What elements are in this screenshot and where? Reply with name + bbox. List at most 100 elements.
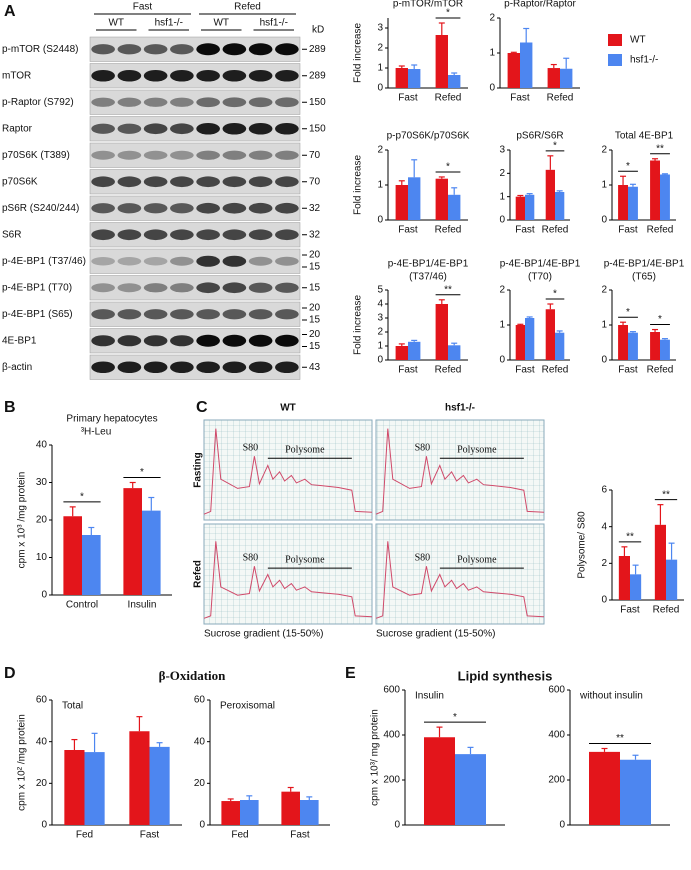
region-label: Polysome bbox=[457, 554, 497, 565]
bar bbox=[547, 68, 560, 88]
chart-title: p-mTOR/mTOR bbox=[393, 0, 463, 10]
y-tick-label: 0 bbox=[489, 83, 495, 94]
blot-band bbox=[248, 97, 273, 108]
panel-label: E bbox=[345, 665, 356, 682]
blot-band bbox=[143, 44, 168, 55]
bar bbox=[84, 752, 105, 825]
kd-label: 15 bbox=[309, 282, 321, 293]
blot-band bbox=[248, 122, 273, 135]
error-bar bbox=[438, 176, 445, 179]
blot-band bbox=[196, 150, 220, 160]
blot-row-label: p-4E-BP1 (T70) bbox=[2, 282, 72, 293]
blot-band bbox=[170, 335, 194, 347]
bar bbox=[618, 325, 628, 360]
blot-band bbox=[275, 176, 299, 188]
bar bbox=[142, 510, 161, 595]
bar bbox=[520, 42, 533, 88]
x-tick-label: Fast bbox=[398, 225, 418, 236]
significance-label: ** bbox=[444, 284, 452, 295]
y-tick-label: 0 bbox=[499, 215, 505, 226]
blot-band bbox=[117, 69, 142, 82]
blot-band bbox=[196, 229, 220, 241]
y-tick-label: 1 bbox=[601, 180, 607, 191]
blot-band bbox=[196, 202, 220, 214]
chart-subtitle: (T70) bbox=[528, 272, 552, 283]
blot-band bbox=[91, 44, 115, 55]
bar bbox=[545, 309, 555, 360]
blot-band bbox=[170, 44, 194, 55]
bar bbox=[515, 325, 525, 360]
blot-band bbox=[143, 176, 168, 188]
bar bbox=[660, 174, 670, 220]
panel-label: D bbox=[4, 665, 16, 682]
blot-band bbox=[222, 43, 247, 56]
genotype-header: hsf1-/- bbox=[445, 403, 475, 414]
blot-band bbox=[91, 203, 115, 214]
chart-title: Primary hepatocytes bbox=[66, 414, 157, 425]
bar bbox=[408, 69, 421, 88]
blot-band bbox=[196, 43, 220, 56]
blot-band bbox=[91, 123, 115, 134]
kd-label: 20 bbox=[309, 250, 321, 261]
y-tick-label: 10 bbox=[36, 552, 48, 563]
y-tick-label: 400 bbox=[548, 730, 565, 741]
blot-band bbox=[248, 229, 273, 241]
error-bar bbox=[88, 526, 95, 535]
y-axis-label: cpm x 10² /mg protein bbox=[17, 714, 28, 811]
blot-band bbox=[117, 229, 142, 241]
significance-label: ** bbox=[656, 143, 664, 154]
profile-trace bbox=[203, 428, 373, 515]
chart-subtitle: (T37/46) bbox=[409, 272, 447, 283]
x-tick-label: Fast bbox=[510, 93, 530, 104]
chart-title: p-4E-BP1/4E-BP1 bbox=[388, 259, 469, 270]
blot-band bbox=[275, 122, 299, 135]
blot-band bbox=[196, 69, 220, 82]
blot-band bbox=[196, 282, 220, 294]
bar bbox=[82, 535, 101, 595]
blot-band bbox=[196, 361, 220, 374]
blot-row-label: Raptor bbox=[2, 123, 33, 134]
error-bar bbox=[632, 754, 639, 760]
blot-band bbox=[143, 257, 168, 266]
bar bbox=[666, 559, 678, 600]
error-bar bbox=[547, 155, 554, 170]
error-bar bbox=[547, 303, 554, 310]
chart-title: p-4E-BP1/4E-BP1 bbox=[500, 259, 581, 270]
bar bbox=[455, 754, 486, 825]
error-bar bbox=[661, 173, 668, 175]
bar bbox=[435, 304, 448, 360]
bar bbox=[560, 68, 573, 88]
blot-band bbox=[222, 69, 247, 82]
blot-band bbox=[170, 256, 194, 266]
chart-title: p-Raptor/Raptor bbox=[504, 0, 576, 10]
bar bbox=[628, 332, 638, 360]
blot-strip bbox=[89, 248, 301, 274]
blot-band bbox=[170, 69, 194, 82]
y-tick-label: 0 bbox=[41, 590, 47, 601]
bar bbox=[63, 516, 82, 595]
y-axis-label: Fold increase bbox=[353, 23, 364, 83]
blot-band bbox=[143, 309, 168, 320]
blot-band bbox=[170, 309, 194, 320]
x-tick-label: Insulin bbox=[128, 600, 157, 611]
region-label: Polysome bbox=[285, 554, 325, 565]
kd-label: 15 bbox=[309, 262, 321, 273]
y-tick-label: 0 bbox=[199, 820, 205, 831]
y-tick-label: 60 bbox=[194, 695, 206, 706]
blot-row-label: 4E-BP1 bbox=[2, 335, 37, 346]
blot-row-label: p-4E-BP1 (S65) bbox=[2, 309, 73, 320]
x-tick-label: Refed bbox=[542, 225, 569, 236]
kd-label: 150 bbox=[309, 123, 326, 134]
genotype-header: WT bbox=[280, 403, 296, 414]
error-bar bbox=[398, 180, 405, 185]
significance-label: * bbox=[553, 289, 557, 300]
condition-label: Fasting bbox=[193, 452, 204, 488]
chart-title: p-4E-BP1/4E-BP1 bbox=[604, 259, 685, 270]
kd-label: 32 bbox=[309, 229, 321, 240]
blot-band bbox=[222, 97, 247, 108]
significance-label: ** bbox=[626, 531, 634, 542]
error-bar bbox=[620, 321, 627, 325]
x-tick-label: Fast bbox=[620, 605, 640, 616]
error-bar bbox=[69, 506, 76, 517]
